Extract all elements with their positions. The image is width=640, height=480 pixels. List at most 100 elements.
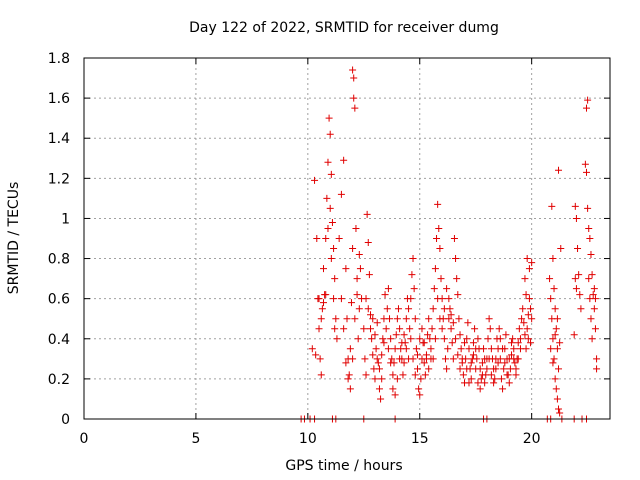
data-point [335,235,343,242]
data-point [405,305,413,313]
data-point [351,315,359,323]
data-point [467,375,475,383]
data-point [420,359,428,367]
data-point [389,385,397,393]
data-point [505,379,513,387]
data-point [364,239,372,247]
data-point [396,325,404,333]
data-point [575,271,583,279]
data-point [437,275,445,283]
data-point [315,325,323,333]
data-point [355,305,363,313]
data-point [365,271,373,279]
x-tick-label: 5 [191,431,200,447]
data-point [593,365,601,373]
data-point [525,295,533,303]
data-point [491,375,499,383]
y-tick-label: 1.8 [48,51,70,67]
data-point [551,375,559,383]
data-point [436,245,444,253]
data-point [456,365,464,373]
data-point [337,190,345,198]
y-tick-label: 0.4 [48,332,70,348]
data-point [363,210,371,218]
data-point [477,375,485,383]
data-point [514,355,522,363]
data-point [434,295,442,303]
data-point [587,315,595,323]
data-point [362,371,370,379]
data-point [317,371,325,379]
data-point [433,235,441,242]
data-point [467,359,475,367]
data-point [382,325,390,333]
data-point [420,339,428,347]
data-point [469,339,477,347]
data-point [406,325,414,333]
data-point [355,251,363,259]
data-point [499,345,507,353]
data-point [497,375,505,383]
data-point [368,335,376,343]
data-point [317,315,325,323]
data-point [388,355,396,363]
data-point [409,255,417,263]
y-tick-label: 1 [61,211,70,227]
data-point [549,335,557,343]
data-point [501,359,509,367]
data-point [518,315,526,323]
data-point [386,315,394,323]
data-point [528,315,536,323]
data-point [424,331,432,339]
data-point [372,345,380,353]
data-point [318,305,326,313]
data-point [315,295,323,303]
data-point [463,335,471,343]
data-point [381,291,389,299]
data-point [556,339,564,347]
data-point [485,355,493,363]
data-point [402,345,410,353]
data-point [582,168,590,176]
data-point [502,331,510,339]
data-point [325,114,333,122]
data-point [378,375,386,383]
data-point [591,325,599,333]
data-point [373,355,381,363]
data-point [524,311,532,319]
data-point [407,295,415,303]
data-point [431,265,439,273]
data-point [349,66,357,74]
data-point [438,325,446,333]
data-point [364,305,372,313]
data-point [551,305,559,313]
data-point [402,315,410,323]
data-point [553,345,561,353]
data-point [456,331,464,339]
data-point [411,315,419,323]
data-point [331,325,339,333]
data-point [340,325,348,333]
data-point [452,335,460,343]
data-point [414,365,422,373]
data-point [503,371,511,379]
data-point [319,265,327,273]
data-point [418,325,426,333]
data-point [387,359,395,367]
data-point [407,335,415,343]
data-point [342,265,350,273]
data-point [546,275,554,283]
data-point [445,295,453,303]
data-point [548,202,556,210]
data-point [409,355,417,363]
data-point [555,166,563,174]
data-point [434,200,442,208]
data-point [428,325,436,333]
data-point [343,315,351,323]
data-point [454,351,462,359]
data-point [572,285,580,293]
data-point [524,335,532,343]
y-tick-label: 1.2 [48,171,70,187]
data-point [425,365,433,373]
data-point [394,305,402,313]
